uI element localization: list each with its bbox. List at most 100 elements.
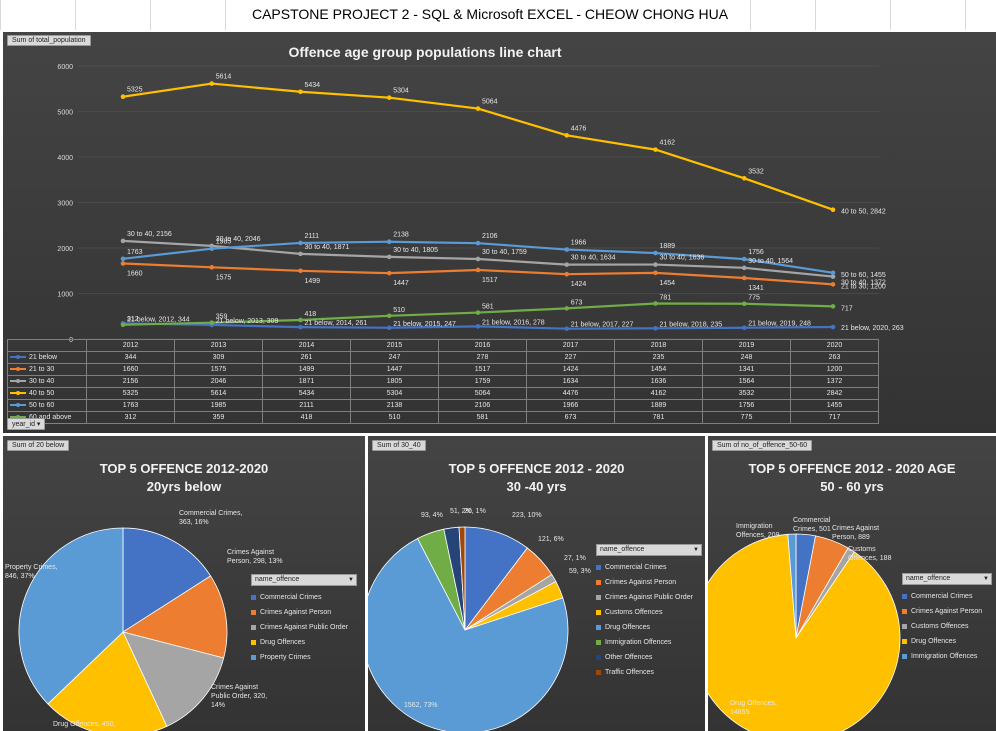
legend-item: Commercial Crimes: [251, 590, 357, 605]
y-tick-label: 1000: [57, 292, 73, 299]
legend-label: Drug Offences: [911, 638, 957, 645]
name-offence-filter[interactable]: name_offence ▼: [251, 574, 357, 586]
data-point: [741, 275, 747, 281]
legend-label: Commercial Crimes: [911, 593, 973, 600]
grid-line: [890, 0, 891, 30]
year-id-filter-button[interactable]: year_id ▾: [7, 418, 46, 430]
pie-data-label: Crimes Against Person, 298, 13%: [227, 549, 283, 565]
data-label: 1517: [482, 277, 498, 284]
name-offence-filter-label: name_offence: [255, 576, 300, 583]
field-button-20-below[interactable]: Sum of 20 below: [7, 440, 70, 451]
legend-label: Customs Offences: [911, 623, 969, 630]
data-point: [653, 326, 658, 331]
table-cell: 1636: [614, 375, 703, 388]
name-offence-filter[interactable]: name_offence ▼: [902, 573, 992, 585]
legend-swatch: [251, 595, 256, 600]
data-label: 40 to 50, 2842: [841, 209, 886, 216]
table-cell: 5304: [350, 387, 439, 400]
data-point: [830, 324, 836, 330]
data-label: 781: [660, 294, 672, 301]
data-label: 5434: [305, 82, 321, 89]
pie-data-label: Crimes Against Person, 889: [832, 525, 879, 541]
table-cell: 5325: [86, 387, 175, 400]
table-cell: 5614: [174, 387, 263, 400]
table-cell: 1341: [702, 363, 791, 376]
pie-chart-20-below-panel[interactable]: Sum of 20 below TOP 5 OFFENCE 2012-2020 …: [3, 436, 365, 731]
data-label: 30 to 40, 1564: [748, 258, 793, 265]
table-cell: 344: [86, 351, 175, 364]
data-point: [209, 246, 215, 251]
data-point: [298, 240, 303, 246]
y-tick-label: 3000: [57, 201, 73, 208]
data-point: [298, 268, 303, 274]
data-point: [830, 270, 836, 276]
table-cell: 1517: [438, 363, 527, 376]
table-cell: 1454: [614, 363, 703, 376]
legend-swatch: [251, 640, 256, 645]
legend-swatch: [251, 655, 256, 660]
pie-chart-30-40-panel[interactable]: Sum of 30_40 TOP 5 OFFENCE 2012 - 2020 3…: [368, 436, 705, 731]
table-cell: 2138: [350, 399, 439, 412]
legend-swatch: [902, 639, 907, 644]
legend-label: Immigration Offences: [911, 653, 978, 660]
legend-label: Commercial Crimes: [260, 594, 322, 601]
data-label: 1763: [127, 249, 143, 256]
data-point: [475, 256, 481, 262]
legend-label: Immigration Offences: [605, 639, 672, 646]
table-cell: 1805: [350, 375, 439, 388]
data-point: [653, 147, 658, 152]
data-label: 21 below, 2019, 248: [748, 321, 811, 328]
legend-label: Property Crimes: [260, 654, 311, 661]
field-button-total-population[interactable]: Sum of total_population: [7, 35, 91, 46]
table-row: 60 and above 312 359 418 510 581 673 781 775 717: [7, 411, 879, 424]
data-label: 30 to 40, 1372: [841, 280, 886, 287]
data-label: 30 to 40, 2046: [216, 236, 261, 243]
table-header-cell: 2016: [438, 339, 527, 352]
grid-line: [150, 0, 151, 30]
line-chart-panel[interactable]: Sum of total_population Offence age grou…: [3, 32, 996, 433]
series-name-cell: 40 to 50: [7, 387, 87, 400]
data-point: [564, 262, 570, 267]
data-label: 21 to 30, 1200: [841, 283, 886, 290]
field-button-50-60[interactable]: Sum of no_of_offence_50-60: [712, 440, 813, 451]
table-cell: 1763: [86, 399, 175, 412]
data-point: [209, 320, 215, 325]
data-label: 2106: [482, 233, 498, 240]
name-offence-filter-label: name_offence: [906, 575, 951, 582]
field-button-30-40[interactable]: Sum of 30_40: [372, 440, 426, 451]
legend-item: Traffic Offences: [596, 665, 702, 680]
data-point: [653, 250, 658, 256]
y-tick-label: 5000: [57, 110, 73, 117]
data-label: 2111: [305, 233, 320, 240]
pie-chart-50-60-panel[interactable]: Sum of no_of_offence_50-60 TOP 5 OFFENCE…: [708, 436, 996, 731]
table-cell: 1871: [262, 375, 351, 388]
page-title: CAPSTONE PROJECT 2 - SQL & Microsoft EXC…: [251, 6, 729, 22]
legend-swatch: [902, 624, 907, 629]
data-label: 30 to 40, 1759: [482, 249, 527, 256]
line-chart-series: [120, 81, 836, 331]
legend-item: Property Crimes: [251, 650, 357, 665]
table-cell: 278: [438, 351, 527, 364]
series-name: 60 and above: [29, 414, 72, 421]
legend-swatch: [902, 609, 907, 614]
pie-slice: [458, 526, 466, 631]
legend-swatch: [596, 670, 601, 675]
pie-slice: [708, 533, 901, 731]
data-point: [564, 247, 570, 252]
legend-item: Drug Offences: [596, 620, 702, 635]
table-cell: 1455: [790, 399, 879, 412]
series-name: 21 below: [29, 354, 58, 361]
legend-swatch: [596, 640, 601, 645]
pie-data-label: 121, 6%: [538, 536, 564, 543]
table-header-cell: 2012: [86, 339, 175, 352]
data-label: 4476: [571, 125, 587, 132]
data-label: 5304: [393, 88, 409, 95]
data-label: 30 to 40, 1634: [571, 255, 616, 262]
data-point: [564, 133, 570, 138]
name-offence-filter[interactable]: name_offence ▼: [596, 544, 702, 556]
pie-chart-svg: Commercial Crimes, 363, 16% Crimes Against…: [5, 510, 283, 731]
dropdown-arrow-icon: ▼: [693, 547, 699, 553]
data-point: [830, 304, 836, 309]
table-cell: 3532: [702, 387, 791, 400]
table-cell: 359: [174, 411, 263, 424]
